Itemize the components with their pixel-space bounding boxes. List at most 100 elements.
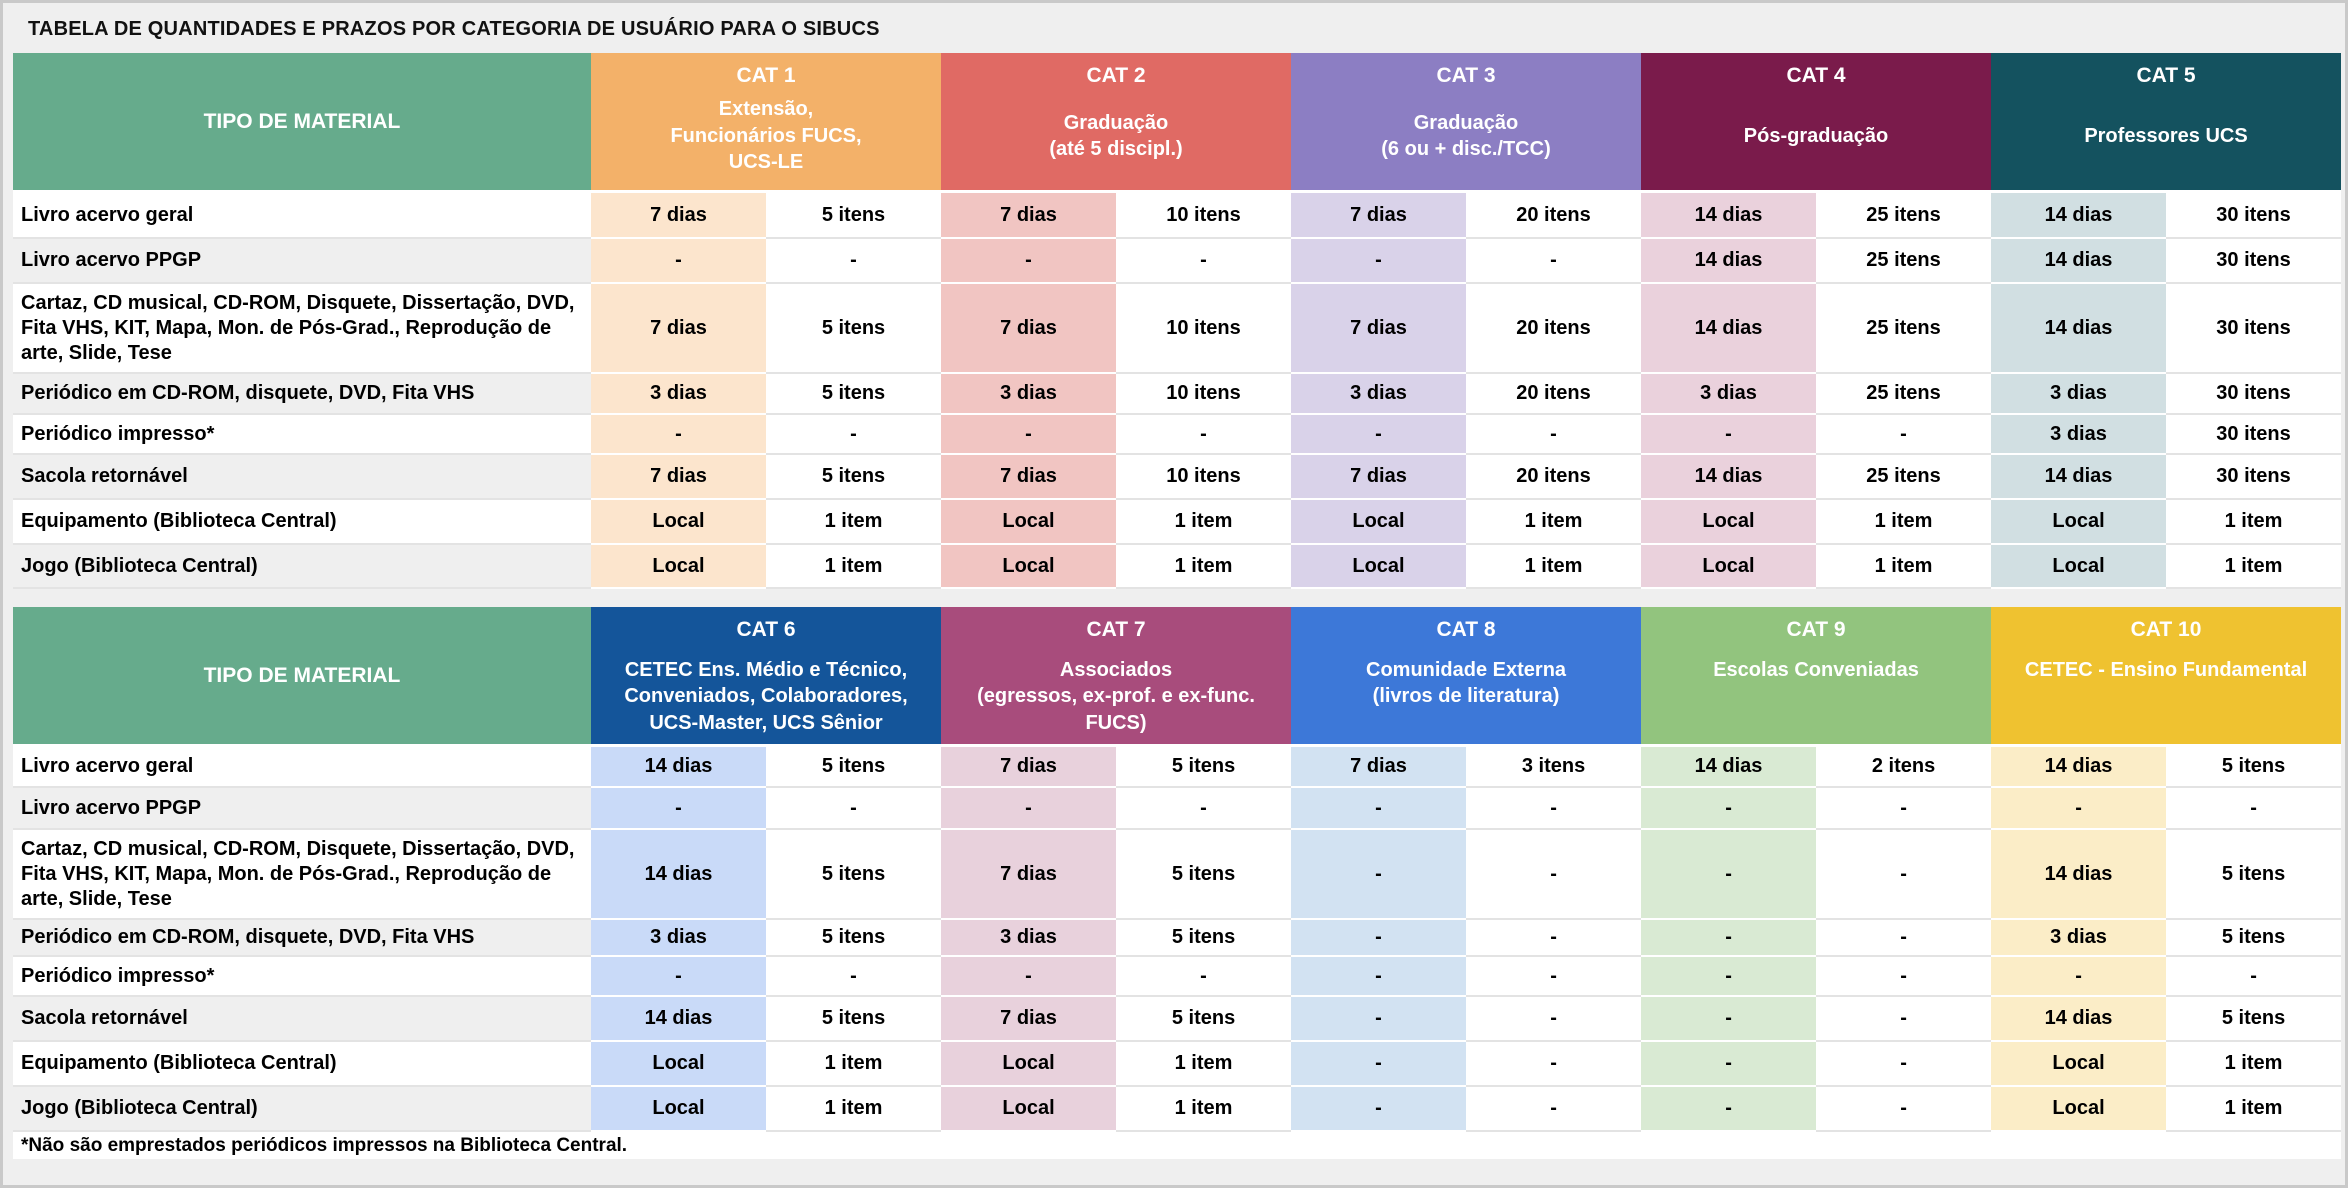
dias-cell: Local xyxy=(1291,545,1466,589)
material-cell: Equipamento (Biblioteca Central) xyxy=(13,500,591,545)
category-label: CAT 3 xyxy=(1436,64,1496,87)
itens-cell: 25 itens xyxy=(1816,455,1992,500)
dias-cell: Local xyxy=(1641,500,1816,545)
material-cell: Sacola retornável xyxy=(13,455,591,500)
table-categories-1-5: TIPO DE MATERIAL CAT 1 Extensão, Funcionár… xyxy=(13,53,2342,589)
category-header-inner: CAT 10 CETEC - Ensino Fundamental xyxy=(1991,607,2341,744)
category-header-cat7: CAT 7 Associados (egressos, ex-prof. e ex… xyxy=(941,607,1292,747)
itens-cell: - xyxy=(2166,957,2342,997)
dias-cell: Local xyxy=(941,1042,1117,1087)
itens-cell: 5 itens xyxy=(766,920,942,957)
itens-cell: 1 item xyxy=(2166,1087,2342,1132)
dias-cell: Local xyxy=(591,500,766,545)
dias-cell: - xyxy=(1991,788,2167,830)
category-header-cat1: CAT 1 Extensão, Funcionários FUCS, UCS-LE xyxy=(591,53,941,193)
dias-cell: 3 dias xyxy=(1991,920,2167,957)
dias-cell: - xyxy=(1291,239,1466,284)
itens-cell: 30 itens xyxy=(2166,374,2342,415)
itens-cell: 5 itens xyxy=(1116,997,1292,1042)
itens-cell: - xyxy=(1466,1042,1642,1087)
itens-cell: 20 itens xyxy=(1466,374,1641,415)
category-description: Graduação (até 5 discipl.) xyxy=(1049,111,1183,160)
material-cell: Jogo (Biblioteca Central) xyxy=(13,545,591,589)
dias-cell: 7 dias xyxy=(1291,747,1467,788)
dias-cell: - xyxy=(941,788,1117,830)
category-label: CAT 5 xyxy=(2136,64,2196,87)
dias-cell: 7 dias xyxy=(1291,193,1466,239)
material-cell: Sacola retornável xyxy=(13,997,591,1042)
dias-cell: - xyxy=(1641,1087,1817,1132)
category-description: Graduação (6 ou + disc./TCC) xyxy=(1381,111,1551,160)
itens-cell: 10 itens xyxy=(1116,374,1291,415)
material-cell: Periódico em CD-ROM, disquete, DVD, Fita… xyxy=(13,374,591,415)
category-description: Pós-graduação xyxy=(1743,124,1889,147)
dias-cell: - xyxy=(1291,1087,1467,1132)
itens-cell: 10 itens xyxy=(1116,284,1291,374)
table-row: Periódico impresso* - - - - - - - - - - xyxy=(13,957,2342,997)
itens-cell: 5 itens xyxy=(766,374,941,415)
category-header-inner: CAT 1 Extensão, Funcionários FUCS, UCS-LE xyxy=(591,53,941,190)
table-body: Livro acervo geral 7 dias 5 itens 7 dias 10 … xyxy=(13,193,2342,589)
category-description: Comunidade Externa (livros de literatura… xyxy=(1366,659,1567,708)
itens-cell: 30 itens xyxy=(2166,415,2342,455)
itens-cell: 1 item xyxy=(2166,1042,2342,1087)
dias-cell: Local xyxy=(591,1042,766,1087)
dias-cell: Local xyxy=(1291,500,1466,545)
dias-cell: - xyxy=(1641,788,1817,830)
itens-cell: 1 item xyxy=(766,1042,942,1087)
itens-cell: 25 itens xyxy=(1816,374,1992,415)
itens-cell: - xyxy=(1116,788,1292,830)
material-cell: Periódico impresso* xyxy=(13,957,591,997)
itens-cell: - xyxy=(1816,1042,1992,1087)
itens-cell: - xyxy=(1466,997,1642,1042)
itens-cell: 5 itens xyxy=(2166,997,2342,1042)
category-header-cat3: CAT 3 Graduação (6 ou + disc./TCC) xyxy=(1291,53,1641,193)
category-description: Escolas Conveniadas xyxy=(1713,659,1919,681)
dias-cell: 14 dias xyxy=(1991,284,2167,374)
dias-cell: 3 dias xyxy=(1991,415,2167,455)
dias-cell: 7 dias xyxy=(941,830,1117,920)
table-categories-6-10: TIPO DE MATERIAL CAT 6 CETEC Ens. Médio e … xyxy=(13,607,2342,1132)
itens-cell: - xyxy=(766,415,941,455)
dias-cell: - xyxy=(941,415,1116,455)
table-row: Livro acervo geral 14 dias 5 itens 7 dias 5 … xyxy=(13,747,2342,788)
dias-cell: - xyxy=(1641,957,1817,997)
table-row: Sacola retornável 14 dias 5 itens 7 dias 5 i… xyxy=(13,997,2342,1042)
itens-cell: - xyxy=(766,957,942,997)
category-label: CAT 6 xyxy=(736,618,796,641)
itens-cell: 10 itens xyxy=(1116,193,1291,239)
category-header-cat9: CAT 9 Escolas Conveniadas xyxy=(1641,607,1992,747)
itens-cell: 5 itens xyxy=(766,284,941,374)
dias-cell: 7 dias xyxy=(941,997,1117,1042)
dias-cell: Local xyxy=(1991,500,2167,545)
itens-cell: 5 itens xyxy=(766,997,942,1042)
dias-cell: 14 dias xyxy=(1641,193,1816,239)
itens-cell: 1 item xyxy=(1116,545,1291,589)
material-header: TIPO DE MATERIAL xyxy=(13,53,591,193)
dias-cell: Local xyxy=(1641,545,1816,589)
dias-cell: 14 dias xyxy=(1641,747,1817,788)
itens-cell: 1 item xyxy=(1816,545,1992,589)
dias-cell: - xyxy=(591,415,766,455)
category-label: CAT 7 xyxy=(1086,618,1146,641)
itens-cell: 1 item xyxy=(2166,545,2342,589)
category-header-cat4: CAT 4 Pós-graduação xyxy=(1641,53,1992,193)
material-header: TIPO DE MATERIAL xyxy=(13,607,591,747)
dias-cell: 7 dias xyxy=(941,193,1116,239)
category-description: CETEC - Ensino Fundamental xyxy=(2024,659,2308,681)
dias-cell: - xyxy=(1291,1042,1467,1087)
itens-cell: 30 itens xyxy=(2166,455,2342,500)
itens-cell: 5 itens xyxy=(2166,747,2342,788)
itens-cell: - xyxy=(1466,1087,1642,1132)
itens-cell: - xyxy=(1816,997,1992,1042)
table-row: Periódico impresso* - - - - - - - -3 dias 30 iten… xyxy=(13,415,2342,455)
itens-cell: 5 itens xyxy=(2166,920,2342,957)
itens-cell: 1 item xyxy=(1116,500,1291,545)
dias-cell: - xyxy=(1641,1042,1817,1087)
dias-cell: 3 dias xyxy=(1291,374,1466,415)
category-header-inner: CAT 7 Associados (egressos, ex-prof. e ex… xyxy=(941,607,1291,744)
category-header-inner: CAT 4 Pós-graduação xyxy=(1641,53,1991,190)
itens-cell: - xyxy=(1466,788,1642,830)
footnote: *Não são emprestados periódicos impresso… xyxy=(13,1132,2341,1159)
itens-cell: 25 itens xyxy=(1816,239,1992,284)
